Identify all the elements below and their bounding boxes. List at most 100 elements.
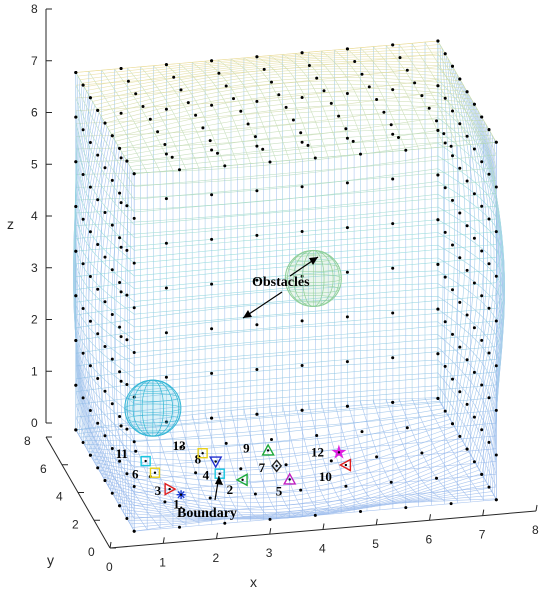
- grid-point: [132, 529, 136, 533]
- grid-point: [443, 96, 447, 100]
- grid-point: [494, 498, 498, 502]
- grid-point: [118, 504, 122, 508]
- grid-point: [291, 118, 295, 122]
- grid-point: [88, 364, 92, 368]
- mesh-line: [75, 136, 135, 238]
- mesh-line: [134, 167, 497, 200]
- agent-center: [344, 463, 348, 467]
- grid-point: [246, 122, 250, 126]
- grid-point: [96, 377, 100, 380]
- grid-point: [465, 224, 469, 228]
- mesh-line: [134, 359, 497, 392]
- z-tick-label: 7: [31, 54, 38, 68]
- y-tick-label: 2: [72, 517, 79, 531]
- mesh-line: [134, 218, 497, 251]
- mesh-line: [437, 359, 497, 462]
- sphere-parallel: [126, 414, 180, 424]
- mesh-line: [79, 404, 443, 438]
- sphere-parallel: [293, 295, 334, 302]
- grid-point: [74, 160, 78, 164]
- mesh-line: [75, 97, 135, 200]
- grid-point: [164, 331, 168, 335]
- grid-point: [345, 270, 349, 274]
- grid-point: [300, 408, 304, 412]
- grid-point: [125, 427, 129, 431]
- mesh-line: [75, 155, 438, 188]
- grid-point: [443, 186, 447, 190]
- grid-point: [465, 313, 469, 317]
- grid-point: [472, 192, 476, 196]
- grid-point: [329, 101, 333, 105]
- grid-point: [132, 216, 136, 220]
- boundary-mesh: [73, 40, 505, 532]
- agent-marker: [149, 467, 161, 478]
- mesh-line: [77, 44, 441, 77]
- y-axis-label: y: [47, 552, 54, 568]
- grid-point: [443, 141, 447, 145]
- grid-point: [391, 356, 395, 360]
- mesh-line: [111, 95, 474, 135]
- grid-point: [465, 90, 469, 94]
- grid-point: [208, 139, 212, 143]
- obstacle-sphere-1: [124, 379, 182, 437]
- mesh-line: [111, 458, 474, 516]
- mesh-line: [75, 148, 135, 251]
- grid-point: [494, 230, 498, 234]
- mesh-line: [134, 346, 497, 379]
- grid-point: [103, 434, 107, 438]
- grid-point: [126, 79, 130, 83]
- grid-point: [480, 383, 484, 387]
- grid-point: [268, 160, 272, 164]
- grid-point: [134, 449, 138, 453]
- agent-label: 5: [276, 483, 283, 498]
- annotations: Obstacles Boundary: [177, 256, 319, 521]
- x-tick-mark: [482, 509, 485, 516]
- grid-point: [210, 59, 214, 63]
- grid-point: [164, 197, 168, 201]
- agent-label: 10: [319, 469, 332, 484]
- agent-marker: [283, 472, 297, 485]
- grid-point: [345, 315, 349, 319]
- mesh-line: [107, 87, 470, 127]
- mesh-line: [102, 444, 466, 503]
- grid-point: [164, 107, 168, 111]
- grid-point: [74, 339, 78, 342]
- grid-point: [344, 127, 348, 131]
- grid-point: [389, 123, 393, 127]
- mesh-line: [75, 123, 135, 226]
- z-tick-label: 4: [31, 209, 38, 223]
- mesh-line: [134, 461, 497, 494]
- grid-point: [472, 281, 476, 285]
- grid-point: [443, 275, 447, 279]
- grid-point: [88, 409, 92, 412]
- mesh-top: [75, 40, 497, 174]
- mesh-line: [411, 398, 471, 500]
- grid-point: [458, 211, 462, 215]
- grid-point: [194, 471, 198, 475]
- grid-point: [345, 360, 349, 364]
- grid-point: [172, 75, 176, 79]
- sphere-parallel: [287, 285, 340, 294]
- grid-point: [119, 111, 123, 115]
- grid-point: [465, 358, 469, 362]
- grid-point: [103, 166, 107, 170]
- grid-point: [132, 172, 136, 176]
- grid-point: [88, 185, 92, 189]
- x-tick-label: 1: [159, 555, 166, 569]
- mesh-line: [75, 404, 135, 506]
- grid-point: [300, 230, 304, 233]
- grid-point: [125, 338, 129, 342]
- grid-point: [458, 77, 462, 81]
- mesh-line: [134, 205, 497, 238]
- grid-point: [96, 287, 100, 291]
- grid-point: [443, 364, 447, 368]
- agent-11: 11: [116, 446, 151, 467]
- mesh-line: [109, 455, 472, 513]
- agent-marker: [197, 447, 208, 459]
- mesh-line: [113, 462, 476, 517]
- mesh-line: [75, 327, 135, 430]
- grid-point: [487, 440, 491, 444]
- grid-point: [458, 166, 462, 170]
- grid-point: [81, 441, 85, 444]
- grid-point: [118, 370, 122, 374]
